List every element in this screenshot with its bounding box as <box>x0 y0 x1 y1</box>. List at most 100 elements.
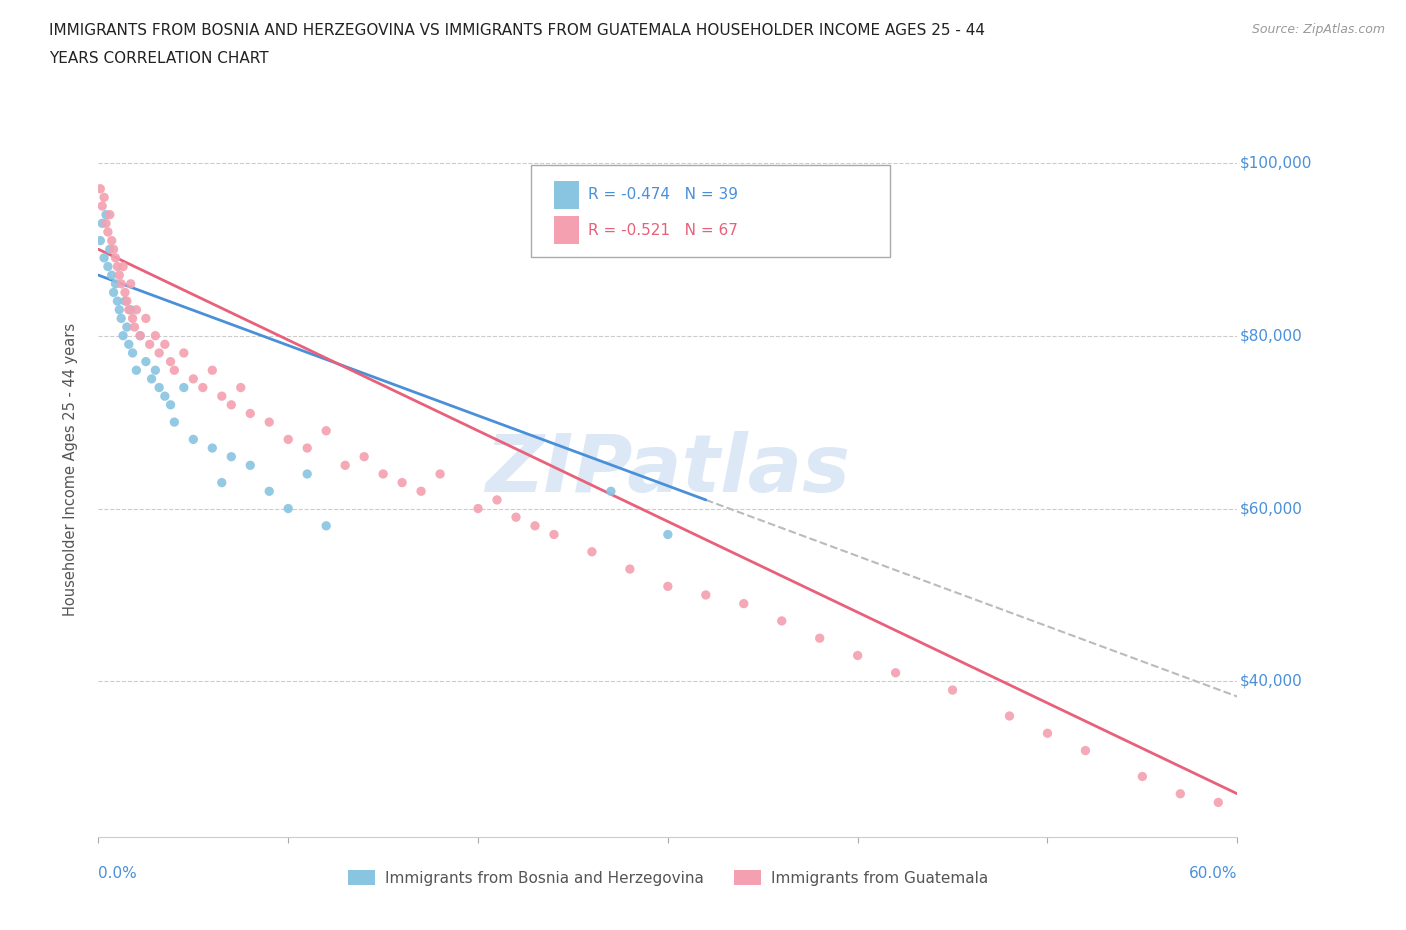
Text: YEARS CORRELATION CHART: YEARS CORRELATION CHART <box>49 51 269 66</box>
Point <box>125 363 148 378</box>
Text: 60.0%: 60.0% <box>1189 867 1237 882</box>
Point <box>163 415 186 430</box>
Point <box>98 207 121 222</box>
Point <box>112 259 135 274</box>
Point <box>1132 769 1154 784</box>
Point <box>229 380 252 395</box>
Point <box>97 224 120 239</box>
Point <box>657 527 679 542</box>
Point <box>486 493 509 508</box>
Point <box>103 242 125 257</box>
Point <box>107 259 129 274</box>
Point <box>98 242 121 257</box>
Point <box>138 337 160 352</box>
Y-axis label: Householder Income Ages 25 - 44 years: Householder Income Ages 25 - 44 years <box>63 323 77 617</box>
Point <box>942 683 965 698</box>
Point <box>846 648 869 663</box>
Point <box>619 562 641 577</box>
Point <box>467 501 489 516</box>
Point <box>173 346 195 361</box>
Point <box>148 380 170 395</box>
Point <box>104 276 127 291</box>
Text: $80,000: $80,000 <box>1240 328 1302 343</box>
Point <box>153 389 176 404</box>
Point <box>110 311 132 325</box>
FancyBboxPatch shape <box>531 165 890 257</box>
Point <box>657 578 679 593</box>
Point <box>120 302 142 317</box>
Point <box>91 199 114 214</box>
Point <box>315 423 337 438</box>
Point <box>129 328 152 343</box>
Point <box>315 518 337 533</box>
Point <box>94 207 117 222</box>
Point <box>159 354 181 369</box>
Point <box>695 588 717 603</box>
Point <box>183 432 205 446</box>
Point <box>121 311 143 325</box>
Point <box>108 268 131 283</box>
Point <box>135 311 157 325</box>
Point <box>115 294 138 309</box>
Point <box>353 449 375 464</box>
Point <box>124 320 146 335</box>
Point <box>1208 795 1230 810</box>
Point <box>239 406 262 421</box>
Point <box>191 380 214 395</box>
Point <box>145 363 167 378</box>
Point <box>211 475 233 490</box>
Point <box>600 484 623 498</box>
Point <box>129 328 152 343</box>
Text: 0.0%: 0.0% <box>98 867 138 882</box>
Point <box>733 596 755 611</box>
Point <box>97 259 120 274</box>
Text: $40,000: $40,000 <box>1240 674 1302 689</box>
Point <box>335 458 357 472</box>
Point <box>201 363 224 378</box>
Point <box>411 484 433 498</box>
Point <box>141 371 163 386</box>
Point <box>118 302 141 317</box>
Point <box>371 467 394 482</box>
Point <box>884 665 907 680</box>
Point <box>581 544 603 559</box>
Point <box>112 328 135 343</box>
Point <box>100 233 122 248</box>
Text: ZIPatlas: ZIPatlas <box>485 431 851 509</box>
Point <box>183 371 205 386</box>
Point <box>120 276 142 291</box>
Point <box>94 216 117 231</box>
Point <box>159 397 181 412</box>
Point <box>110 276 132 291</box>
Point <box>998 709 1021 724</box>
Point <box>221 449 243 464</box>
Point <box>91 216 114 231</box>
Point <box>89 233 111 248</box>
Text: R = -0.521   N = 67: R = -0.521 N = 67 <box>588 222 738 238</box>
Point <box>259 484 281 498</box>
Point <box>173 380 195 395</box>
Bar <box>554 181 579 209</box>
Point <box>121 346 143 361</box>
Point <box>153 337 176 352</box>
Point <box>118 337 141 352</box>
Point <box>505 510 527 525</box>
Point <box>211 389 233 404</box>
Text: $60,000: $60,000 <box>1240 501 1302 516</box>
Text: $100,000: $100,000 <box>1240 155 1312 170</box>
Point <box>808 631 831 645</box>
Point <box>107 294 129 309</box>
Point <box>108 302 131 317</box>
Point <box>148 346 170 361</box>
Bar <box>554 216 579 244</box>
Text: Source: ZipAtlas.com: Source: ZipAtlas.com <box>1251 23 1385 36</box>
Text: R = -0.474   N = 39: R = -0.474 N = 39 <box>588 187 738 203</box>
Point <box>145 328 167 343</box>
Point <box>1036 725 1059 740</box>
Point <box>1074 743 1097 758</box>
Point <box>135 354 157 369</box>
Point <box>297 467 319 482</box>
Point <box>1170 787 1192 802</box>
Point <box>391 475 413 490</box>
Point <box>239 458 262 472</box>
